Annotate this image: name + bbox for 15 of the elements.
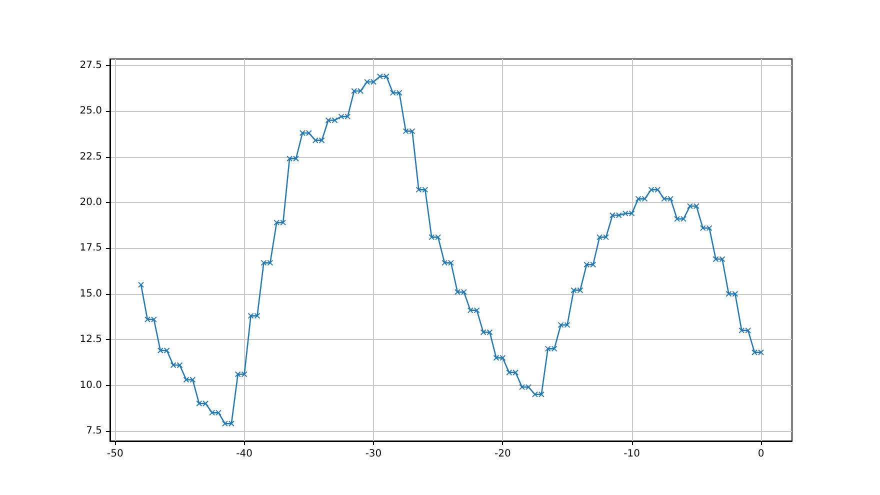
y-tick-label: 25.0	[80, 106, 102, 117]
y-tick-label: 22.5	[80, 151, 102, 162]
y-tick-label: 17.5	[80, 242, 102, 254]
y-tick-label: 27.5	[80, 60, 102, 71]
x-tick-label: -30	[365, 448, 382, 460]
x-tick-label: -40	[236, 448, 253, 460]
x-tick-label: -10	[624, 448, 640, 460]
x-tick-label: -50	[106, 448, 124, 460]
x-tick-label: -20	[494, 448, 511, 460]
y-tick-label: 12.5	[80, 334, 102, 346]
y-tick-label: 10.0	[80, 380, 102, 391]
y-tick-label: 15.0	[80, 288, 102, 300]
y-tick-label: 7.5	[86, 425, 102, 436]
y-tick-label: 20.0	[80, 196, 102, 208]
x-tick-label: 0	[758, 448, 764, 460]
